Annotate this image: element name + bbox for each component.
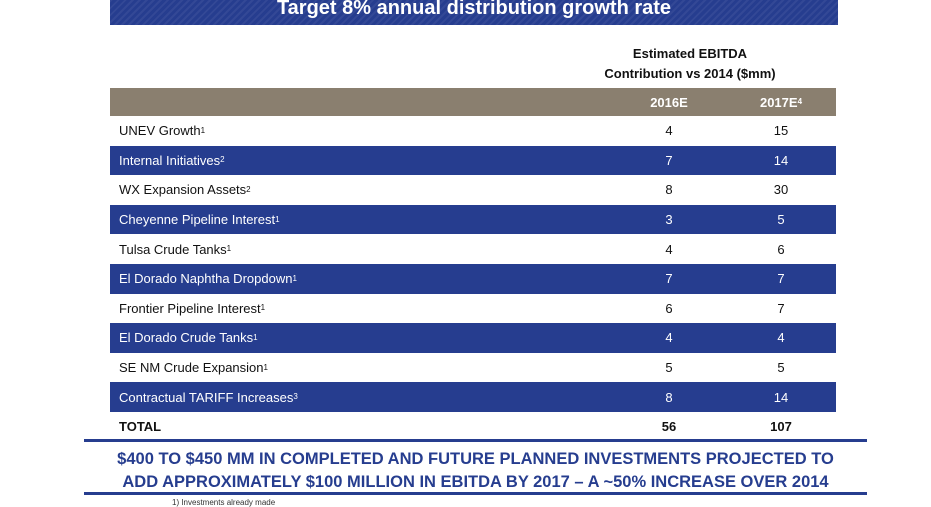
- banner-title: Target 8% annual distribution growth rat…: [276, 0, 672, 19]
- value-2017e: 14: [773, 152, 789, 168]
- total-row: TOTAL 56 107: [110, 412, 836, 442]
- total-label: TOTAL: [119, 419, 162, 435]
- column-header-2016e: 2016E: [650, 94, 688, 110]
- row-label: Cheyenne Pipeline Interest 1: [119, 212, 280, 228]
- value-2016e: 8: [665, 182, 673, 198]
- value-2016e: 7: [665, 271, 673, 287]
- value-2017e: 4: [777, 330, 785, 346]
- callout-line1: $400 TO $450 MM IN COMPLETED AND FUTURE …: [117, 450, 834, 468]
- table-row: Contractual TARIFF Increases 3 8 14: [110, 382, 836, 412]
- table-row: El Dorado Naphtha Dropdown 1 7 7: [110, 263, 836, 294]
- ebitda-table: 2016E 2017E 4 UNEV Growth 1 4 15 Internal …: [110, 88, 836, 442]
- row-label: SE NM Crude Expansion 1: [119, 360, 268, 376]
- column-header-2017e: 2017E 4: [759, 94, 803, 110]
- value-2016e: 4: [665, 330, 673, 346]
- callout-line2: ADD APPROXIMATELY $100 MILLION IN EBITDA…: [122, 473, 829, 491]
- value-2017e: 15: [773, 123, 789, 139]
- total-2016e: 56: [661, 419, 677, 435]
- callout-bottom-rule: [84, 492, 867, 495]
- title-banner: Target 8% annual distribution growth rat…: [110, 0, 838, 25]
- value-2017e: 14: [773, 389, 789, 405]
- value-2017e: 7: [777, 271, 785, 287]
- footnote: 1) Investments already made: [172, 498, 276, 507]
- column-group-header-line1: Estimated EBITDA: [632, 46, 748, 61]
- value-2016e: 6: [665, 300, 673, 316]
- table-row: SE NM Crude Expansion 1 5 5: [110, 353, 836, 383]
- row-label: UNEV Growth 1: [119, 123, 206, 139]
- column-group-header: Estimated EBITDA Contribution vs 2014 ($…: [560, 44, 820, 84]
- table-header-row: 2016E 2017E 4: [110, 88, 836, 116]
- total-2017e: 107: [770, 419, 792, 435]
- row-label: Tulsa Crude Tanks 1: [119, 241, 232, 257]
- value-2017e: 5: [777, 360, 785, 376]
- table-row: Internal Initiatives 2 7 14: [110, 145, 836, 176]
- row-label: Frontier Pipeline Interest 1: [119, 300, 266, 316]
- value-2017e: 7: [777, 300, 785, 316]
- table-row: Frontier Pipeline Interest 1 6 7: [110, 294, 836, 324]
- callout-top-rule: [84, 439, 867, 442]
- table-row: Tulsa Crude Tanks 1 4 6: [110, 234, 836, 264]
- column-group-header-line2: Contribution vs 2014 ($mm): [604, 66, 776, 81]
- value-2016e: 3: [665, 212, 673, 228]
- value-2017e: 6: [777, 241, 785, 257]
- row-label: Contractual TARIFF Increases 3: [119, 389, 298, 405]
- value-2016e: 4: [665, 241, 673, 257]
- table-row: Cheyenne Pipeline Interest 1 3 5: [110, 204, 836, 235]
- value-2017e: 30: [773, 182, 789, 198]
- value-2016e: 5: [665, 360, 673, 376]
- table-row: El Dorado Crude Tanks 1 4 4: [110, 323, 836, 353]
- row-label: WX Expansion Assets 2: [119, 182, 251, 198]
- table-row: UNEV Growth 1 4 15: [110, 116, 836, 146]
- value-2016e: 4: [665, 123, 673, 139]
- value-2016e: 7: [665, 152, 673, 168]
- row-label: El Dorado Crude Tanks 1: [119, 330, 258, 346]
- row-label: Internal Initiatives 2: [119, 152, 225, 168]
- row-label: El Dorado Naphtha Dropdown 1: [119, 271, 297, 287]
- value-2017e: 5: [777, 212, 785, 228]
- value-2016e: 8: [665, 389, 673, 405]
- table-row: WX Expansion Assets 2 8 30: [110, 175, 836, 205]
- investment-callout: $400 TO $450 MM IN COMPLETED AND FUTURE …: [84, 448, 867, 494]
